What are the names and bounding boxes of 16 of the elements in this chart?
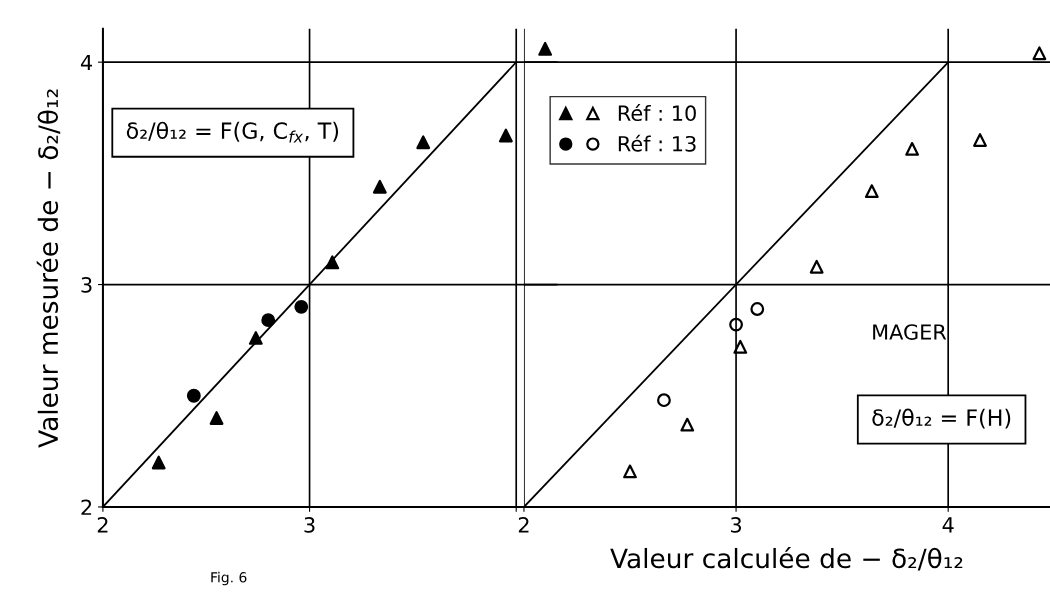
x-tick-label: 3 (731, 517, 742, 533)
x-tick-label: 2 (97, 517, 108, 533)
x-axis-title: Valeur calculée de − δ₂/θ₁₂ (610, 546, 963, 571)
x-tick-label: 3 (304, 517, 315, 533)
annotation: δ₂/θ₁₂ = F(H) (872, 408, 1011, 429)
y-tick-label: 3 (81, 277, 92, 293)
caption: Fig. 6 (211, 571, 247, 586)
x-tick-label: 2 (518, 517, 529, 533)
annotation: δ₂/θ₁₂ = F(G, C$_{fx}$, T) (126, 121, 339, 143)
legend-label: Réf : 10 (618, 104, 696, 122)
annotation: MAGER (873, 324, 947, 340)
x-tick-label: 4 (942, 517, 954, 533)
y-tick-label: 4 (80, 54, 93, 71)
y-tick-label: 2 (81, 499, 92, 515)
legend-label: Réf : 13 (618, 134, 696, 152)
y-axis-title: Valeur mesurée de − δ₂/θ₁₂ (36, 89, 61, 448)
